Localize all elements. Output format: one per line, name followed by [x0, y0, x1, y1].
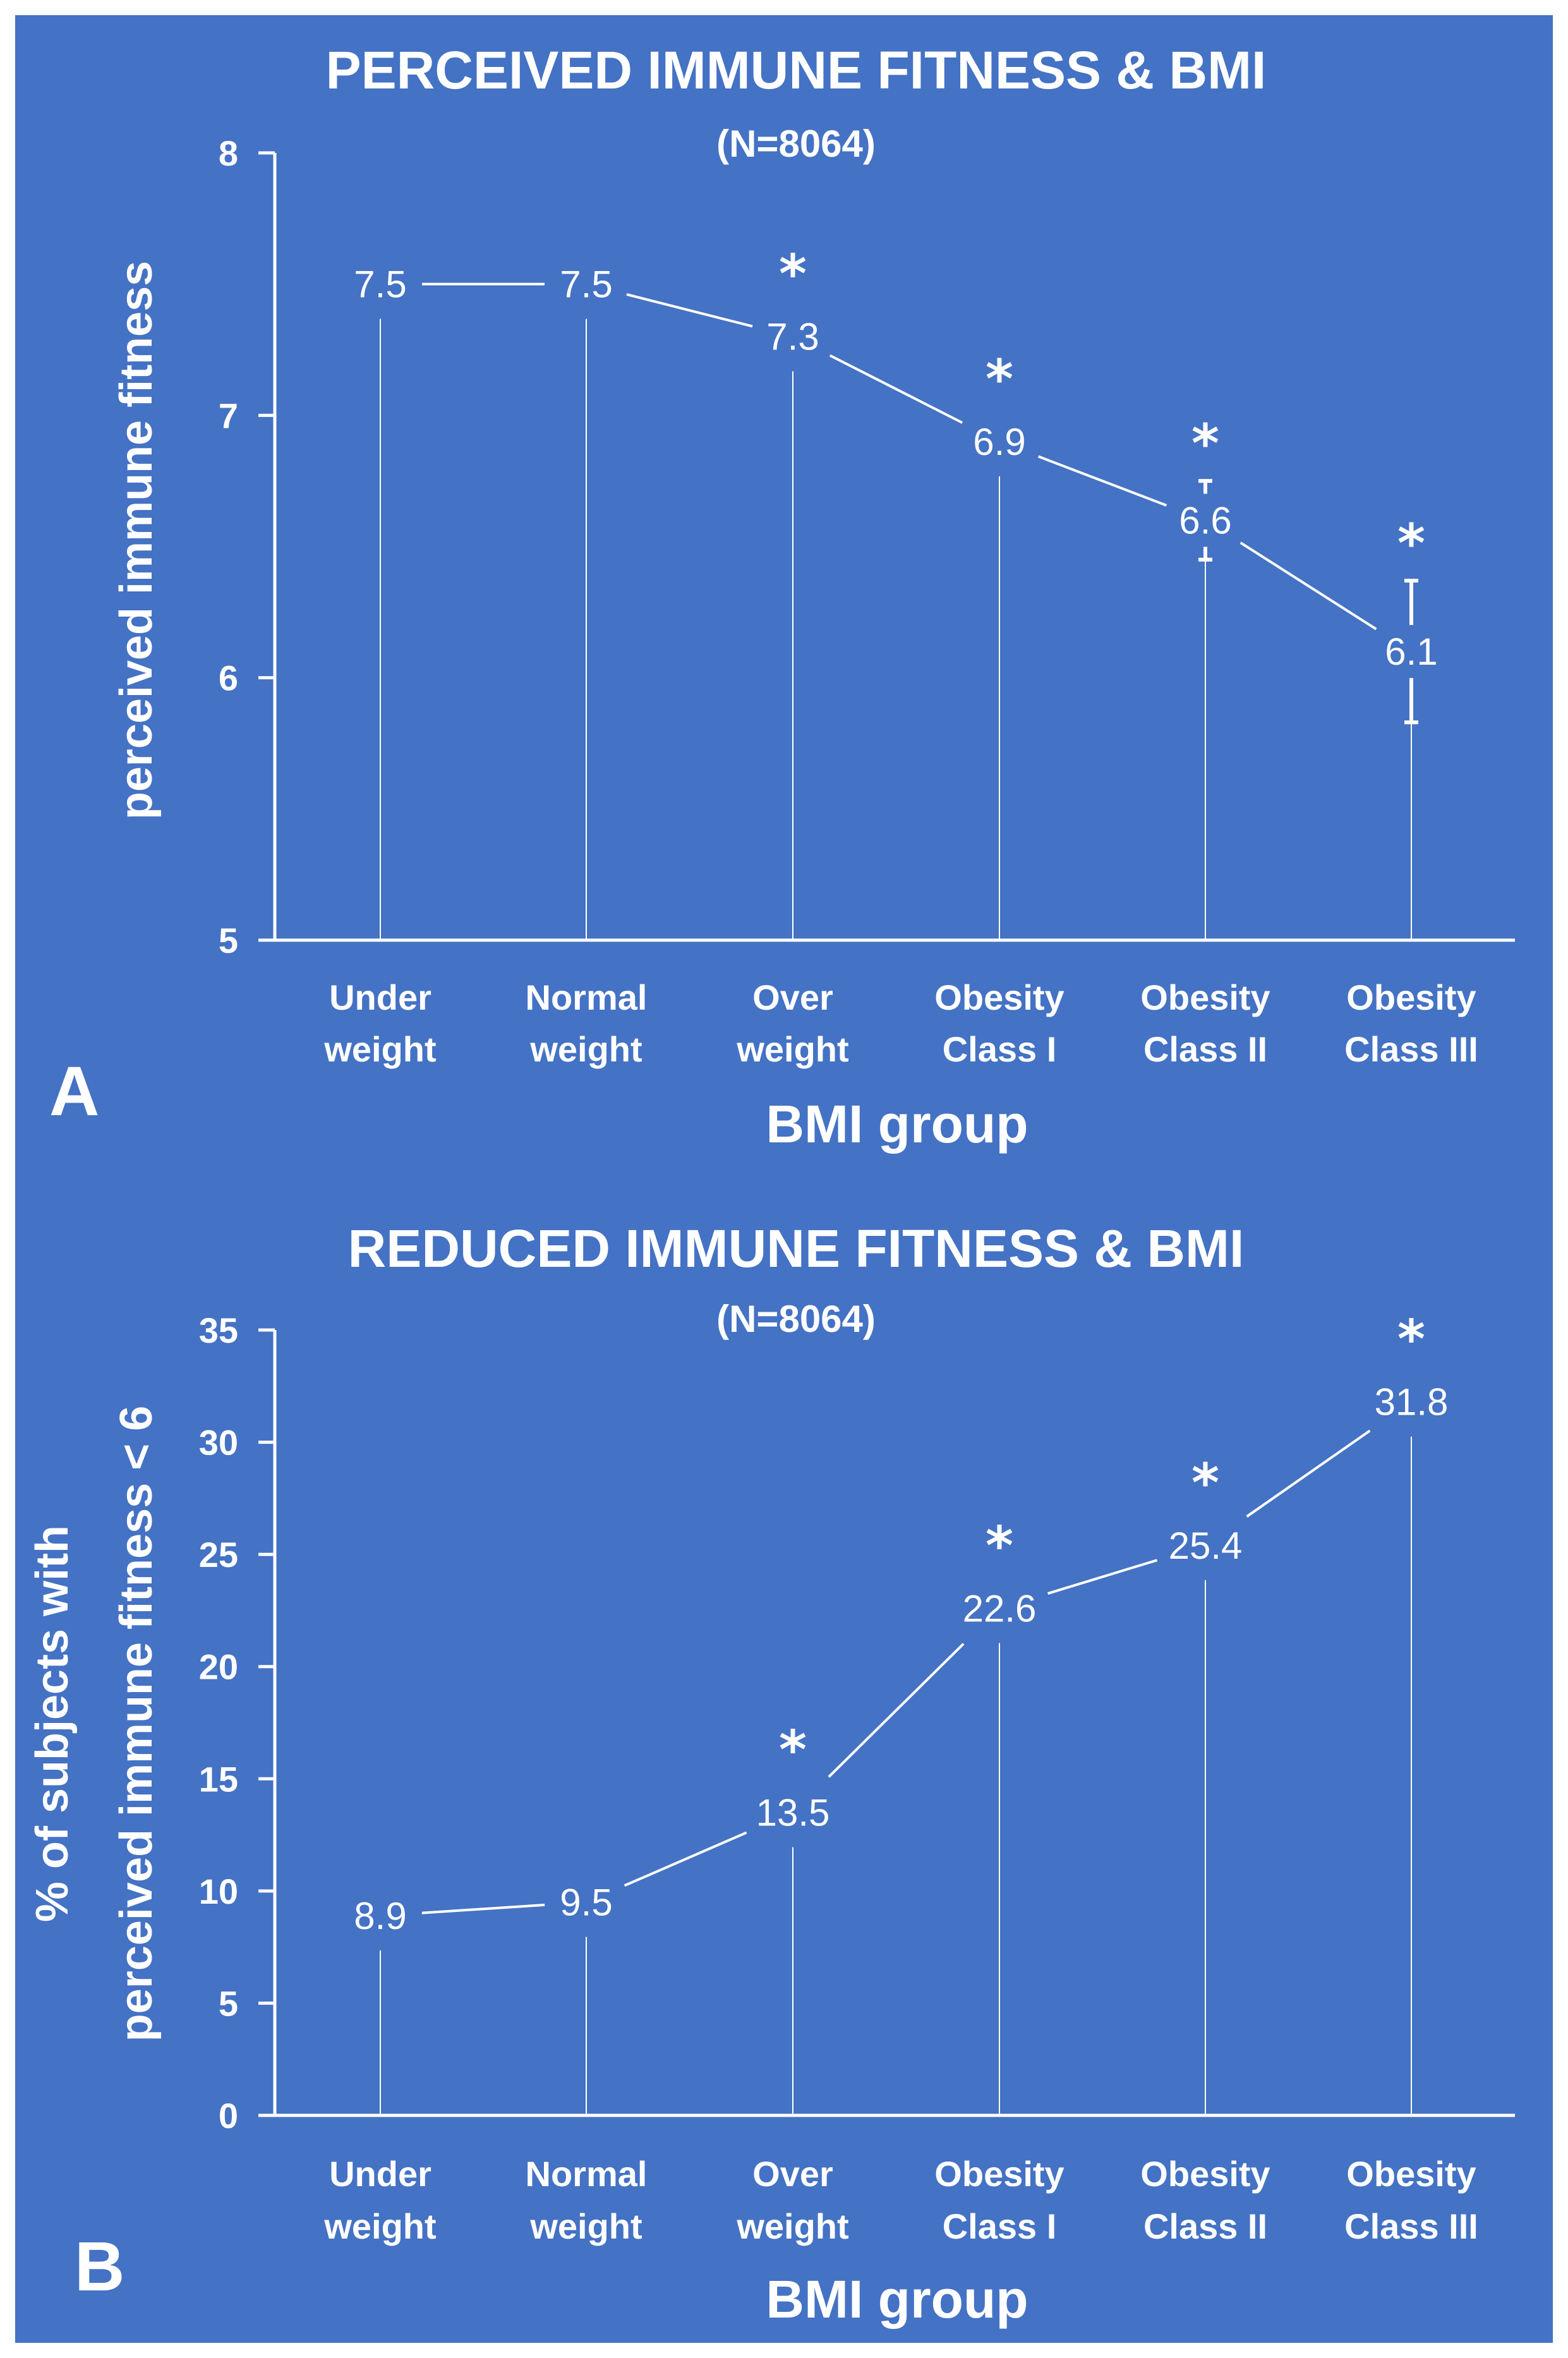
y-axis-label-line-1: % of subjects with	[27, 1525, 78, 1922]
significance-marker: *	[986, 1515, 1013, 1576]
x-tick-label-line-2: weight	[323, 2206, 436, 2246]
series-line-segment	[1047, 1559, 1158, 1595]
significance-marker: *	[1191, 413, 1219, 475]
x-tick-label-line-2: Class III	[1344, 2206, 1478, 2246]
x-tick-label-line-1: Over	[752, 977, 833, 1017]
data-label: 6.9	[973, 421, 1025, 463]
series-line-segment	[829, 354, 963, 424]
chart-subtitle: (N=8064)	[716, 1298, 876, 1340]
y-tick-label: 35	[199, 1310, 238, 1350]
x-tick-label-line-2: Class I	[943, 1029, 1057, 1069]
significance-marker: *	[1397, 1309, 1425, 1370]
data-label: 7.5	[354, 263, 406, 306]
x-tick-label-line-2: Class I	[943, 2206, 1057, 2246]
significance-marker: *	[1191, 1452, 1219, 1514]
significance-marker: *	[1397, 512, 1425, 574]
x-tick-label-line-1: Over	[752, 2154, 833, 2194]
y-tick-label: 6	[219, 658, 238, 698]
x-tick-label-line-1: Normal	[526, 2154, 648, 2194]
panel-a: PERCEIVED IMMUNE FITNESS & BMI (N=8064) …	[49, 40, 1515, 1154]
panel-letter: A	[49, 1053, 99, 1130]
data-label: 31.8	[1375, 1381, 1449, 1424]
series-line-segment	[1239, 541, 1377, 631]
y-tick-label: 20	[199, 1647, 238, 1687]
series-line-segment	[421, 1903, 545, 1914]
y-tick-label: 7	[219, 396, 238, 435]
x-tick-label-line-1: Normal	[526, 977, 648, 1017]
y-tick-label: 8	[219, 133, 238, 173]
y-tick-label: 10	[199, 1871, 238, 1911]
significance-marker: *	[779, 243, 807, 305]
x-tick-label-line-2: weight	[529, 1029, 642, 1069]
significance-marker: *	[986, 348, 1013, 410]
x-tick-label-line-1: Under	[329, 977, 431, 1017]
data-label: 7.5	[560, 263, 612, 306]
x-tick-label-line-2: Class II	[1143, 1029, 1267, 1069]
chart-title: REDUCED IMMUNE FITNESS & BMI	[348, 1219, 1245, 1278]
x-tick-label-line-2: weight	[736, 2206, 848, 2246]
chart-title: PERCEIVED IMMUNE FITNESS & BMI	[326, 40, 1267, 100]
x-tick-label-line-2: weight	[529, 2206, 642, 2246]
x-axis-label: BMI group	[766, 2270, 1028, 2329]
x-tick-label-line-1: Obesity	[1140, 977, 1270, 1017]
x-tick-label-line-2: Class III	[1344, 1029, 1478, 1069]
data-label: 6.6	[1179, 499, 1231, 541]
y-tick-label: 0	[219, 2096, 238, 2136]
data-label: 6.1	[1385, 631, 1437, 673]
x-tick-label-line-2: weight	[323, 1029, 436, 1069]
x-tick-label-line-1: Obesity	[934, 2154, 1064, 2194]
series-line-segment	[1037, 455, 1167, 507]
series-line-segment	[1246, 1429, 1371, 1518]
chart-subtitle: (N=8064)	[716, 123, 876, 165]
data-label: 22.6	[963, 1587, 1037, 1629]
y-tick-label: 5	[219, 1983, 238, 2023]
x-tick-label-line-2: Class II	[1143, 2206, 1267, 2246]
x-tick-label-line-2: weight	[736, 1029, 848, 1069]
x-tick-label-line-1: Under	[329, 2154, 431, 2194]
data-label: 8.9	[354, 1895, 406, 1937]
y-tick-label: 25	[199, 1535, 238, 1575]
data-label: 25.4	[1169, 1525, 1243, 1567]
y-tick-label: 5	[219, 921, 238, 960]
y-axis-label: perceived immune fitness	[111, 261, 162, 819]
panel-letter: B	[75, 2228, 124, 2306]
plot-area: 0 5 10 15 20 25 30 35 8.9 9.5 13.5 22.6 25.4 31.8 * * * *…	[199, 1309, 1515, 2246]
x-tick-label-line-1: Obesity	[1346, 2154, 1476, 2194]
data-label: 13.5	[756, 1792, 830, 1834]
plot-area: 5 6 7 8 7.5 7.5 7.3 6.9 6.6 6.1 * * * * Under weight Nor…	[219, 133, 1515, 1069]
x-tick-label-line-1: Obesity	[1140, 2154, 1270, 2194]
panel-b: REDUCED IMMUNE FITNESS & BMI (N=8064) % …	[27, 1219, 1515, 2329]
x-tick-label-line-1: Obesity	[934, 977, 1064, 1017]
data-label: 9.5	[560, 1882, 612, 1924]
significance-marker: *	[779, 1719, 807, 1781]
x-tick-label-line-1: Obesity	[1346, 977, 1476, 1017]
series-line-segment	[828, 1643, 965, 1778]
data-label: 7.3	[766, 316, 819, 358]
y-tick-label: 15	[199, 1759, 238, 1799]
series-line-segment	[626, 293, 753, 328]
y-tick-label: 30	[199, 1423, 238, 1463]
series-line-segment	[624, 1831, 747, 1887]
x-axis-label: BMI group	[766, 1094, 1028, 1154]
y-axis-label-line-2: perceived immune fitness < 6	[111, 1406, 162, 2041]
